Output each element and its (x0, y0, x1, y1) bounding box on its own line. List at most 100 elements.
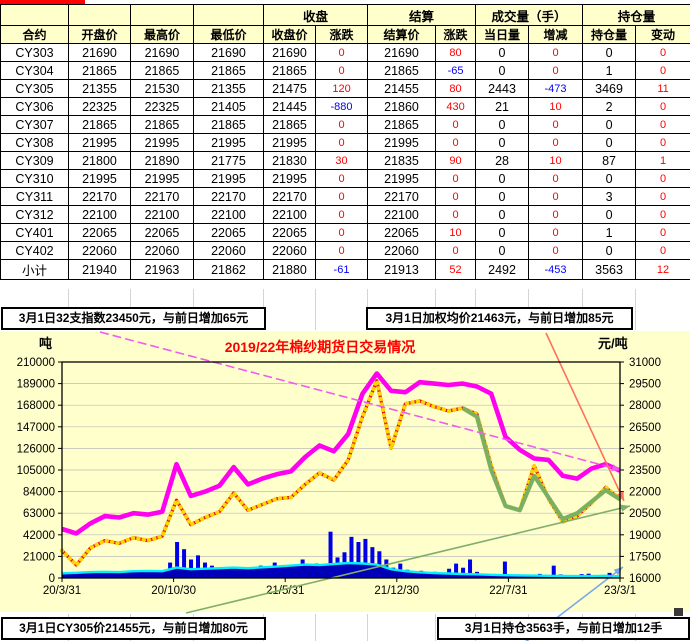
value-cell[interactable]: 22060 (130, 241, 194, 260)
value-cell[interactable]: 0 (528, 115, 584, 134)
value-cell[interactable]: 21690 (68, 43, 131, 62)
value-cell[interactable]: 22170 (68, 187, 131, 206)
value-cell[interactable]: 21865 (130, 115, 194, 134)
value-cell[interactable]: 0 (314, 205, 369, 224)
value-cell[interactable]: 21995 (193, 133, 264, 152)
value-cell[interactable]: 0 (314, 61, 369, 80)
value-cell[interactable]: 0 (435, 115, 477, 134)
value-cell[interactable]: 21995 (130, 169, 194, 188)
value-cell[interactable]: 10 (435, 223, 477, 242)
value-cell[interactable]: 12 (635, 259, 690, 280)
value-cell[interactable]: 0 (635, 43, 690, 62)
contract-cell[interactable]: CY304 (0, 61, 69, 80)
value-cell[interactable]: 21890 (130, 151, 194, 170)
value-cell[interactable]: 22100 (263, 205, 316, 224)
value-cell[interactable]: 0 (528, 61, 584, 80)
value-cell[interactable]: 10 (528, 97, 584, 116)
value-cell[interactable]: 22170 (130, 187, 194, 206)
value-cell[interactable]: 0 (475, 205, 530, 224)
value-cell[interactable]: 22100 (130, 205, 194, 224)
value-cell[interactable]: 0 (528, 187, 584, 206)
value-cell[interactable]: 10 (528, 151, 584, 170)
value-cell[interactable]: 22100 (367, 205, 437, 224)
value-cell[interactable]: 0 (582, 115, 637, 134)
value-cell[interactable]: 0 (635, 61, 690, 80)
value-cell[interactable]: 21835 (367, 151, 437, 170)
value-cell[interactable]: 120 (314, 79, 369, 98)
value-cell[interactable]: 30 (314, 151, 369, 170)
value-cell[interactable]: 21445 (263, 97, 316, 116)
value-cell[interactable]: 0 (475, 115, 530, 134)
value-cell[interactable]: 21963 (130, 259, 194, 280)
value-cell[interactable]: 90 (435, 151, 477, 170)
value-cell[interactable]: 0 (528, 169, 584, 188)
value-cell[interactable]: 2 (582, 97, 637, 116)
value-cell[interactable]: -61 (314, 259, 369, 280)
value-cell[interactable]: 0 (635, 241, 690, 260)
value-cell[interactable]: 21940 (68, 259, 131, 280)
value-cell[interactable]: 0 (635, 187, 690, 206)
value-cell[interactable]: 21862 (193, 259, 264, 280)
value-cell[interactable]: 52 (435, 259, 477, 280)
value-cell[interactable]: 21865 (130, 61, 194, 80)
value-cell[interactable]: 21800 (68, 151, 131, 170)
value-cell[interactable]: 21995 (193, 169, 264, 188)
value-cell[interactable]: 0 (635, 169, 690, 188)
value-cell[interactable]: 0 (528, 241, 584, 260)
value-cell[interactable]: 21690 (263, 43, 316, 62)
contract-cell[interactable]: CY311 (0, 187, 69, 206)
value-cell[interactable]: 0 (314, 241, 369, 260)
value-cell[interactable]: 430 (435, 97, 477, 116)
value-cell[interactable]: 0 (475, 43, 530, 62)
value-cell[interactable]: 22060 (68, 241, 131, 260)
value-cell[interactable]: 0 (435, 187, 477, 206)
value-cell[interactable]: 21860 (367, 97, 437, 116)
value-cell[interactable]: 22100 (68, 205, 131, 224)
value-cell[interactable]: 3 (582, 187, 637, 206)
value-cell[interactable]: 0 (582, 133, 637, 152)
value-cell[interactable]: 3469 (582, 79, 637, 98)
value-cell[interactable]: 21865 (263, 61, 316, 80)
value-cell[interactable]: 0 (635, 133, 690, 152)
value-cell[interactable]: 22060 (263, 241, 316, 260)
value-cell[interactable]: 22170 (367, 187, 437, 206)
value-cell[interactable]: 0 (582, 43, 637, 62)
value-cell[interactable]: 2443 (475, 79, 530, 98)
value-cell[interactable]: 21405 (193, 97, 264, 116)
value-cell[interactable]: 21 (475, 97, 530, 116)
contract-cell[interactable]: CY306 (0, 97, 69, 116)
value-cell[interactable]: 21455 (367, 79, 437, 98)
value-cell[interactable]: 21995 (130, 133, 194, 152)
contract-cell[interactable]: CY402 (0, 241, 69, 260)
value-cell[interactable]: 0 (635, 115, 690, 134)
contract-cell[interactable]: CY401 (0, 223, 69, 242)
value-cell[interactable]: 28 (475, 151, 530, 170)
value-cell[interactable]: 21880 (263, 259, 316, 280)
value-cell[interactable]: 22065 (367, 223, 437, 242)
value-cell[interactable]: 0 (475, 241, 530, 260)
value-cell[interactable]: 21865 (68, 61, 131, 80)
contract-cell[interactable]: CY310 (0, 169, 69, 188)
weighted-price-banner[interactable]: 3月1日加权均价21463元，与前日增加85元 (366, 307, 633, 330)
contract-cell[interactable]: CY308 (0, 133, 69, 152)
value-cell[interactable]: 0 (475, 61, 530, 80)
value-cell[interactable]: 0 (314, 187, 369, 206)
value-cell[interactable]: 21690 (367, 43, 437, 62)
value-cell[interactable]: 21865 (68, 115, 131, 134)
value-cell[interactable]: 21995 (68, 169, 131, 188)
value-cell[interactable]: 22065 (68, 223, 131, 242)
value-cell[interactable]: 0 (475, 133, 530, 152)
value-cell[interactable]: 0 (435, 169, 477, 188)
value-cell[interactable]: 22170 (193, 187, 264, 206)
value-cell[interactable]: 87 (582, 151, 637, 170)
value-cell[interactable]: 21865 (193, 115, 264, 134)
value-cell[interactable]: 0 (475, 187, 530, 206)
value-cell[interactable]: 0 (582, 241, 637, 260)
value-cell[interactable]: 11 (635, 79, 690, 98)
value-cell[interactable]: 21865 (367, 61, 437, 80)
value-cell[interactable]: 0 (314, 169, 369, 188)
value-cell[interactable]: 21355 (68, 79, 131, 98)
value-cell[interactable]: 1 (582, 223, 637, 242)
value-cell[interactable]: 22100 (193, 205, 264, 224)
value-cell[interactable]: 22325 (130, 97, 194, 116)
